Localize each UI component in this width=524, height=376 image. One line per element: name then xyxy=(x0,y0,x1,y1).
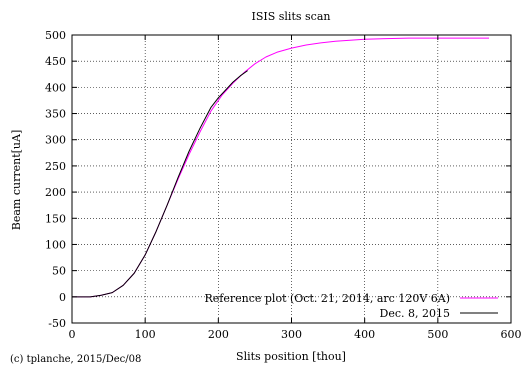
x-tick-labels: 0 100 200 300 400 500 600 xyxy=(69,328,522,341)
y-tick-label: 150 xyxy=(45,212,66,225)
y-tick-label: 350 xyxy=(45,108,66,121)
x-tick-label: 300 xyxy=(281,328,302,341)
y-tick-label: -50 xyxy=(48,317,66,330)
y-tick-label: 200 xyxy=(45,186,66,199)
x-tick-label: 400 xyxy=(354,328,375,341)
x-axis-label: Slits position [thou] xyxy=(236,350,346,363)
chart-title: ISIS slits scan xyxy=(252,10,331,23)
series-line-dec-2015 xyxy=(72,70,248,298)
x-tick-label: 200 xyxy=(208,328,229,341)
y-tick-label: 100 xyxy=(45,238,66,251)
copyright-text: (c) tplanche, 2015/Dec/08 xyxy=(10,354,141,365)
y-tick-labels: -50 0 50 100 150 200 250 300 350 400 450 500 xyxy=(45,29,66,330)
x-tick-label: 100 xyxy=(135,328,156,341)
series-line-reference xyxy=(72,37,490,298)
y-tick-label: 500 xyxy=(45,29,66,42)
y-tick-label: 400 xyxy=(45,81,66,94)
y-axis-label: Beam current[uA] xyxy=(10,130,23,230)
x-tick-label: 600 xyxy=(501,328,522,341)
grid xyxy=(72,35,511,323)
y-tick-label: 450 xyxy=(45,55,66,68)
y-tick-label: 0 xyxy=(59,291,66,304)
x-tick-label: 0 xyxy=(69,328,76,341)
ticks xyxy=(71,34,512,324)
legend-label-reference: Reference plot (Oct. 21, 2014, arc 120V … xyxy=(205,292,451,305)
legend: Reference plot (Oct. 21, 2014, arc 120V … xyxy=(205,292,498,320)
legend-label-dec-2015: Dec. 8, 2015 xyxy=(380,307,450,320)
y-tick-label: 250 xyxy=(45,160,66,173)
x-tick-label: 500 xyxy=(427,328,448,341)
y-tick-label: 300 xyxy=(45,134,66,147)
y-tick-label: 50 xyxy=(52,265,66,278)
series-group xyxy=(72,37,490,298)
